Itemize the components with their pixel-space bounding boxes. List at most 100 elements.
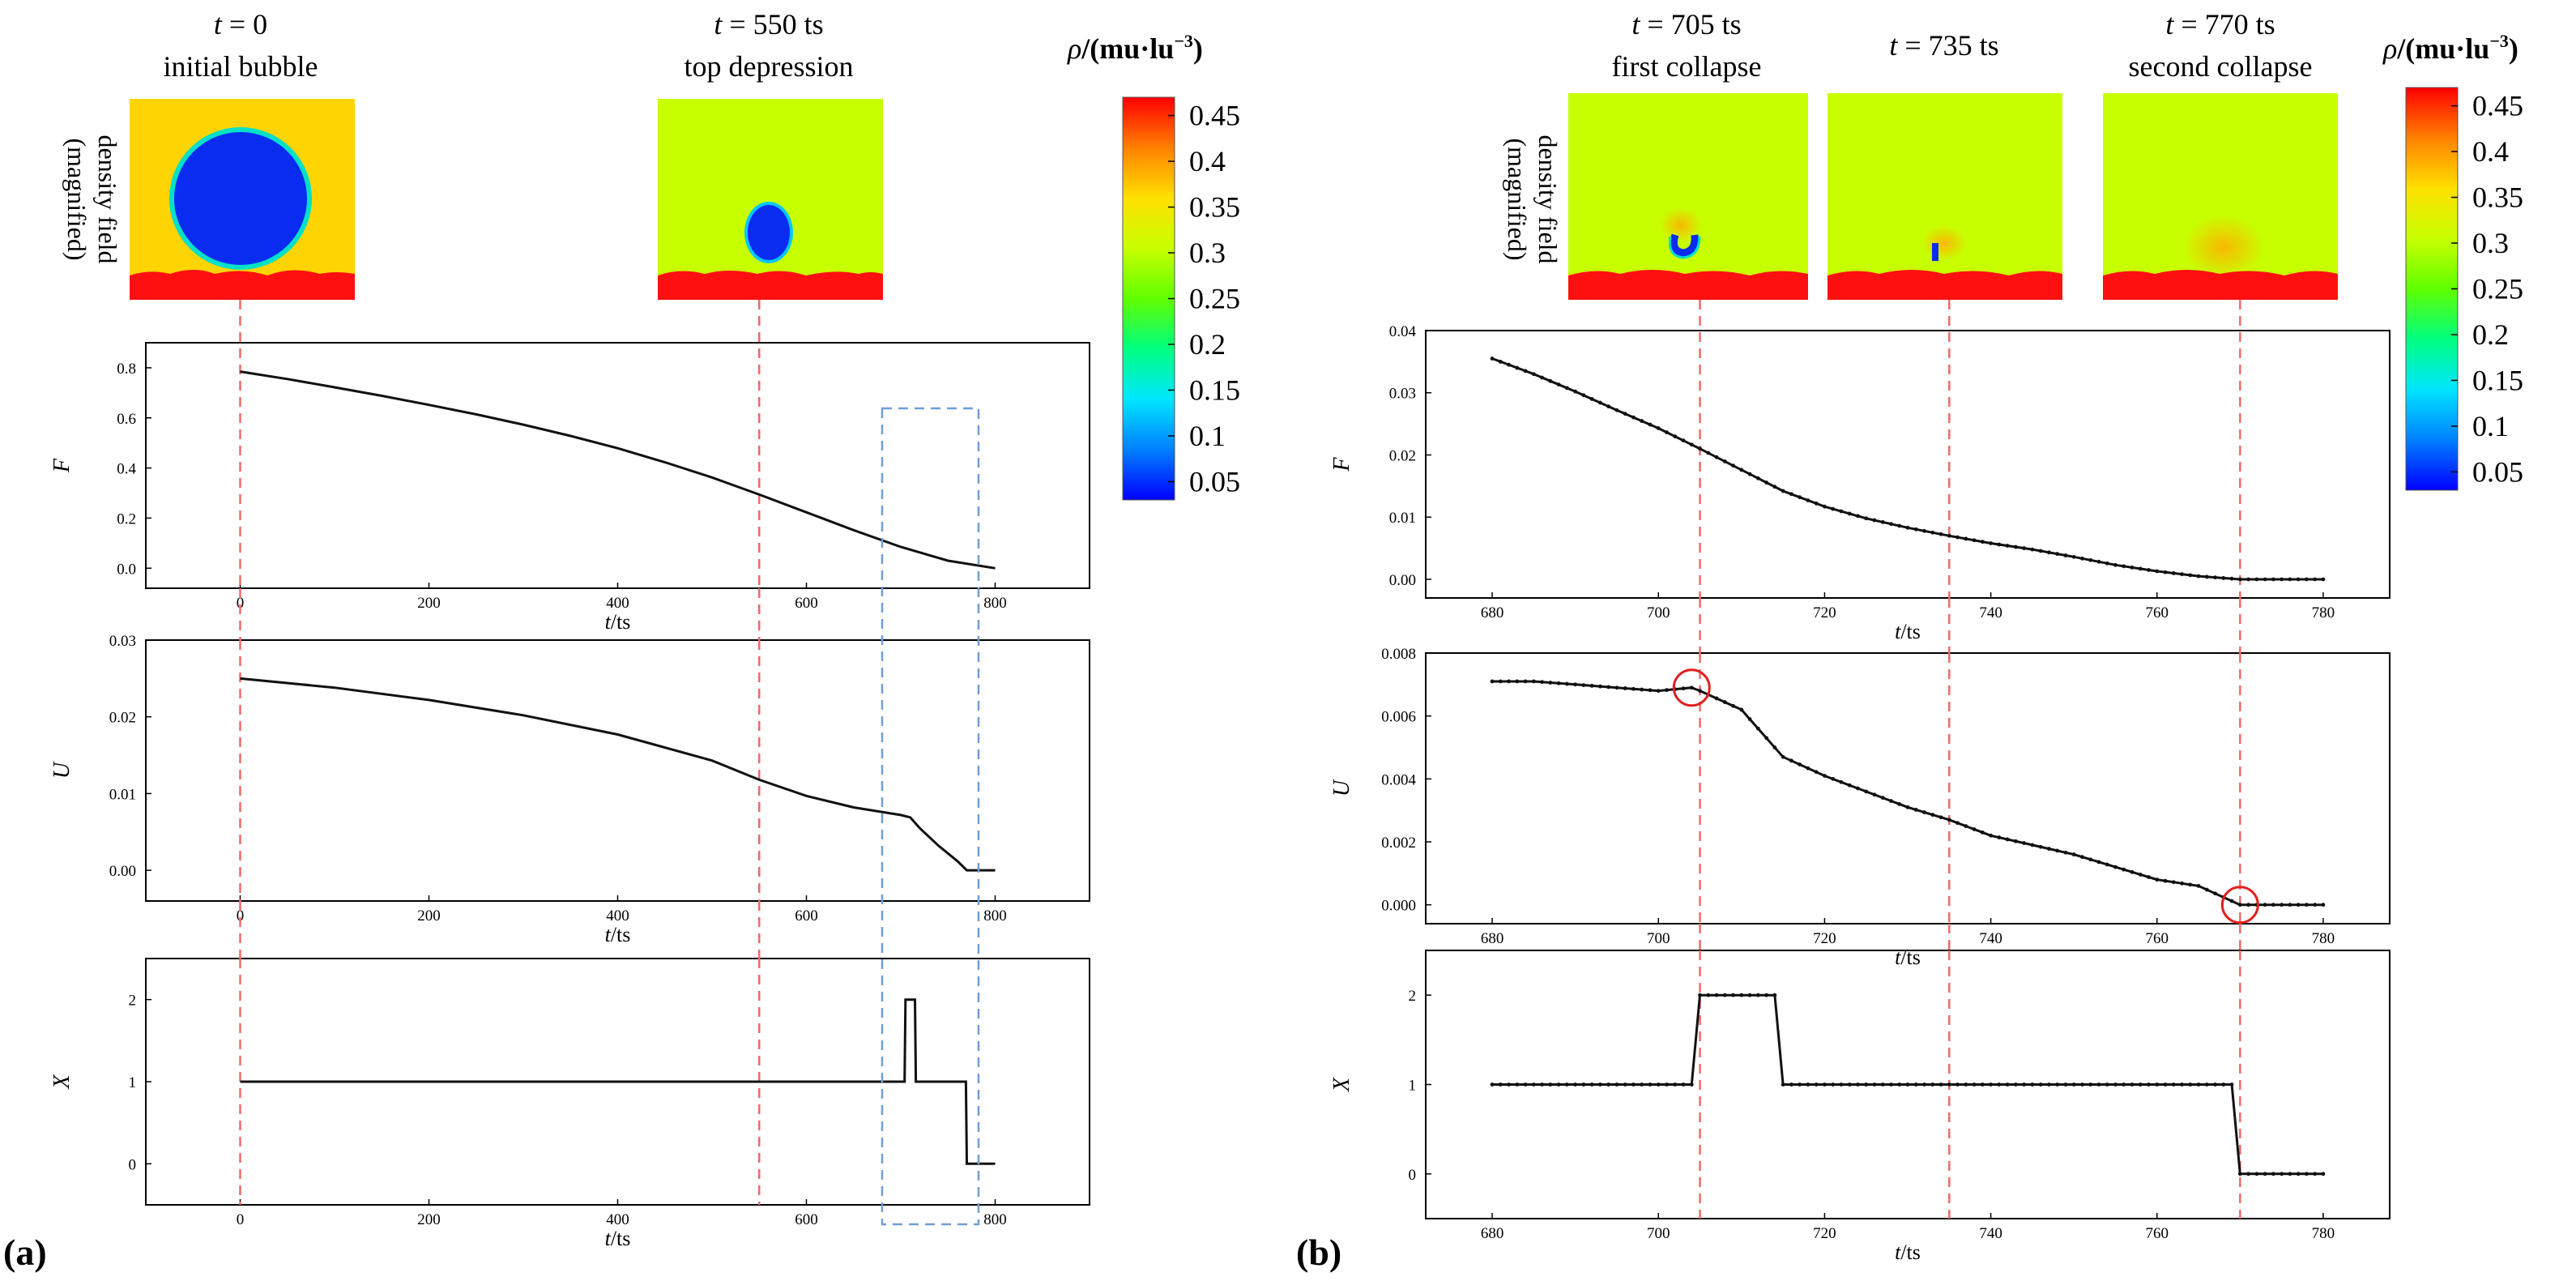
data-point	[2063, 850, 2068, 855]
data-point	[2130, 1082, 2135, 1087]
data-point	[2038, 549, 2043, 553]
data-point	[2105, 1082, 2109, 1087]
data-point	[2263, 903, 2267, 907]
data-point	[1839, 509, 1844, 514]
x-axis-label: t/ts	[605, 923, 631, 946]
data-point	[2288, 903, 2292, 907]
data-point	[2288, 1172, 2292, 1176]
data-point	[1947, 533, 1951, 538]
svg-text:(magnified): (magnified)	[1503, 138, 1532, 260]
data-point	[1689, 685, 1694, 690]
data-point	[1989, 1082, 1993, 1087]
data-point	[1947, 818, 1951, 822]
data-point	[2280, 1172, 2284, 1176]
colorbar-tick-label: 0.05	[2472, 455, 2523, 488]
data-point	[2063, 553, 2068, 557]
colorbar-tick-label: 0.45	[2472, 90, 2523, 122]
x-tick-label: 200	[417, 907, 441, 924]
data-point	[1623, 412, 1627, 416]
data-point	[1581, 683, 1586, 688]
data-point	[1955, 821, 1960, 826]
colorbar-tick-label: 0.15	[2472, 364, 2523, 396]
x-tick-label: 680	[1481, 930, 1504, 947]
data-point	[1556, 681, 1561, 685]
data-point	[1681, 686, 1686, 691]
data-point	[1747, 472, 1752, 476]
data-point	[2122, 867, 2126, 872]
data-point	[2188, 1082, 2193, 1087]
data-point	[2022, 546, 2027, 551]
data-point	[2213, 575, 2217, 580]
data-point	[1614, 1082, 1619, 1087]
data-point	[1997, 542, 2002, 547]
data-point	[1789, 1082, 1793, 1087]
zoom-region-box	[881, 407, 980, 1226]
data-point	[1856, 786, 1860, 791]
data-point	[1905, 1082, 1910, 1087]
x-tick-label: 760	[2146, 604, 2169, 621]
y-tick-label: 0.2	[117, 510, 136, 527]
data-point	[2088, 1082, 2093, 1087]
data-point	[2013, 1082, 2018, 1087]
y-tick-label: 0.02	[1389, 447, 1416, 464]
axes-b-F	[1425, 330, 2390, 599]
panel-label-a: (a)	[3, 1232, 47, 1273]
colorbar-tick-label: 0.25	[2472, 273, 2523, 305]
data-point	[1490, 1082, 1495, 1087]
x-tick-label: 400	[606, 1211, 629, 1228]
data-point	[1706, 993, 1711, 997]
data-point	[1507, 362, 1511, 367]
x-tick-label: 760	[2146, 930, 2169, 947]
data-point	[1831, 506, 1836, 511]
data-point	[1922, 528, 1926, 533]
y-tick-label: 2	[129, 993, 137, 1010]
y-tick-label: 0.03	[109, 633, 136, 650]
data-point	[1722, 459, 1727, 463]
data-point	[2138, 1082, 2143, 1087]
snapshot-initial-bubble	[130, 99, 355, 300]
data-point	[2096, 1082, 2101, 1087]
data-point	[1598, 684, 1602, 689]
data-point	[1798, 1082, 1802, 1087]
data-point	[1856, 514, 1860, 519]
data-point	[2096, 559, 2101, 564]
series-line	[240, 370, 996, 570]
data-point	[2138, 873, 2143, 877]
data-point	[2280, 577, 2284, 582]
data-point	[1581, 393, 1586, 398]
data-point	[1573, 1082, 1578, 1087]
data-point	[1731, 993, 1735, 997]
data-point	[1864, 516, 1869, 521]
data-point	[1955, 535, 1960, 540]
snapshot-a2-time: t = 550 ts	[714, 8, 823, 41]
data-point	[1714, 696, 1719, 701]
x-tick-label: 780	[2312, 1225, 2335, 1242]
data-point	[1515, 1082, 1520, 1087]
data-point	[2237, 1172, 2242, 1176]
data-point	[2055, 552, 2060, 557]
data-point	[1980, 1082, 1985, 1087]
data-point	[2313, 903, 2318, 907]
data-point	[1972, 1082, 1977, 1087]
data-point	[1598, 400, 1602, 405]
data-point	[2080, 855, 2084, 860]
x-tick-label: 720	[1813, 930, 1836, 947]
data-point	[1606, 685, 1611, 690]
data-point	[1806, 766, 1810, 771]
data-point	[1564, 1082, 1569, 1087]
colorbar-tick-label: 0.45	[1189, 100, 1240, 132]
data-point	[2155, 1082, 2160, 1087]
snapshot-b1-time: t = 705 ts	[1631, 8, 1741, 41]
y-tick-label: 0.01	[1389, 510, 1416, 527]
data-point	[1864, 1082, 1869, 1087]
data-point	[1523, 369, 1528, 374]
data-point	[1997, 835, 2002, 839]
data-point	[1498, 359, 1503, 364]
data-point	[2296, 903, 2301, 907]
data-point	[1938, 532, 1943, 536]
colorbar-tick-label: 0.15	[1189, 374, 1240, 406]
data-point	[2022, 1082, 2027, 1087]
data-point	[2122, 564, 2126, 569]
data-point	[1964, 824, 1968, 829]
